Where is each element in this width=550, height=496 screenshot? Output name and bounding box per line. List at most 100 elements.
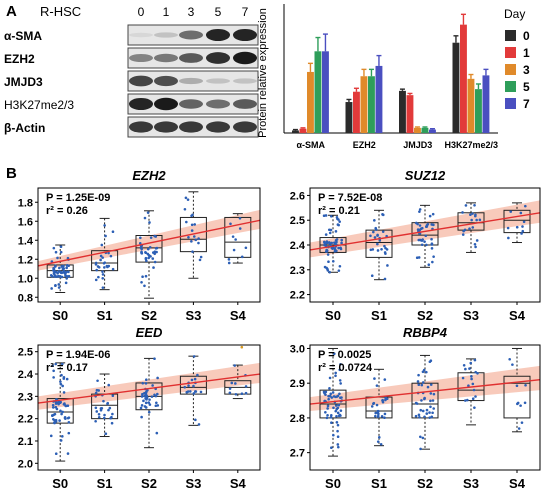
x-tick-label: S1 xyxy=(97,308,113,323)
blot-band xyxy=(154,75,178,87)
data-point xyxy=(515,384,519,388)
data-point xyxy=(144,256,148,260)
data-point xyxy=(429,405,432,409)
data-point xyxy=(415,402,419,405)
data-point xyxy=(425,408,429,412)
data-point xyxy=(106,401,110,405)
boxplot-suz12: 2.2 2.3 2.4 2.5 2.6 S0 S1 S2 S3 S4 SUZ12 P = 7.52E-… xyxy=(290,168,541,323)
data-point xyxy=(100,406,104,410)
data-point xyxy=(337,403,341,407)
data-point xyxy=(59,382,63,386)
data-point xyxy=(53,275,56,278)
data-point xyxy=(95,268,98,272)
data-point xyxy=(330,396,334,399)
data-point xyxy=(333,247,336,250)
data-point xyxy=(101,276,105,280)
data-point xyxy=(414,221,418,225)
y-tick-label: 1.4 xyxy=(18,235,34,247)
data-point xyxy=(420,399,423,402)
data-point xyxy=(193,377,197,381)
data-point xyxy=(473,406,476,409)
data-point xyxy=(140,252,144,255)
data-point xyxy=(61,384,64,388)
data-point xyxy=(140,404,144,407)
x-tick-label: S2 xyxy=(141,308,157,323)
data-point xyxy=(139,236,142,240)
data-point xyxy=(57,270,60,273)
data-point xyxy=(376,440,380,443)
blot-band xyxy=(154,121,178,133)
data-point xyxy=(519,211,523,215)
box xyxy=(503,375,531,419)
data-point xyxy=(338,368,342,372)
data-point xyxy=(521,225,524,228)
bar-chart-ylabel: Protein relative expression xyxy=(257,8,269,138)
data-point xyxy=(59,409,62,413)
data-point xyxy=(471,212,474,215)
data-point xyxy=(429,383,433,386)
data-point xyxy=(152,251,155,254)
panel-label-b: B xyxy=(6,165,17,182)
data-point xyxy=(54,265,57,268)
data-point xyxy=(101,273,105,276)
data-point xyxy=(152,266,155,269)
data-point xyxy=(332,406,335,410)
y-tick-label: 2.2 xyxy=(290,290,305,302)
data-point xyxy=(140,395,144,398)
data-point xyxy=(377,436,381,439)
data-point xyxy=(99,254,103,258)
blot-row-label: EZH2 xyxy=(4,52,35,66)
data-point xyxy=(432,255,435,258)
data-point xyxy=(326,404,330,408)
data-point xyxy=(421,436,425,440)
data-point xyxy=(322,214,326,218)
data-point xyxy=(143,405,147,408)
data-point xyxy=(244,385,248,388)
data-point xyxy=(326,407,329,410)
y-tick-label: 2.5 xyxy=(18,347,33,359)
legend-swatch xyxy=(505,47,516,58)
data-point xyxy=(339,409,343,412)
data-point xyxy=(194,390,198,393)
legend-swatch xyxy=(505,64,516,75)
data-point xyxy=(326,253,330,256)
data-point xyxy=(62,267,66,270)
data-point xyxy=(145,378,148,382)
x-tick-label: S3 xyxy=(185,476,201,491)
data-point xyxy=(64,272,67,275)
data-point xyxy=(104,234,107,238)
data-point xyxy=(97,412,101,416)
data-point xyxy=(51,403,55,407)
x-tick-label: S0 xyxy=(325,308,341,323)
data-point xyxy=(337,218,340,221)
panel-label-a: A xyxy=(6,3,17,20)
data-point xyxy=(192,355,196,358)
data-point xyxy=(156,376,159,380)
data-point xyxy=(340,238,344,242)
blot-band xyxy=(154,97,178,111)
data-point xyxy=(521,229,525,233)
data-point xyxy=(423,397,426,401)
data-point xyxy=(193,223,197,226)
blot-band xyxy=(129,121,153,133)
blot-day-label: 3 xyxy=(188,5,195,19)
data-point xyxy=(516,401,520,405)
blot-band xyxy=(154,53,178,63)
data-point xyxy=(374,411,377,415)
bar xyxy=(322,51,329,133)
data-point xyxy=(100,243,104,247)
data-point xyxy=(227,258,231,261)
data-point xyxy=(417,256,421,259)
blot-day-label: 7 xyxy=(242,5,249,19)
data-point xyxy=(183,207,187,211)
legend-label: 0 xyxy=(523,29,530,43)
data-point xyxy=(335,421,339,424)
data-point xyxy=(61,362,64,366)
data-point xyxy=(102,399,105,403)
blot-band xyxy=(206,99,230,109)
data-point xyxy=(418,415,421,419)
data-point xyxy=(475,239,479,242)
legend-swatch xyxy=(505,81,516,92)
boxplot-ezh2: 0.8 1.0 1.2 1.4 1.6 1.8 S0 S1 S2 S3 S4 EZH2 P = 1.25… xyxy=(18,168,261,323)
stat-p-value: P = 1.25E-09 xyxy=(46,192,110,204)
